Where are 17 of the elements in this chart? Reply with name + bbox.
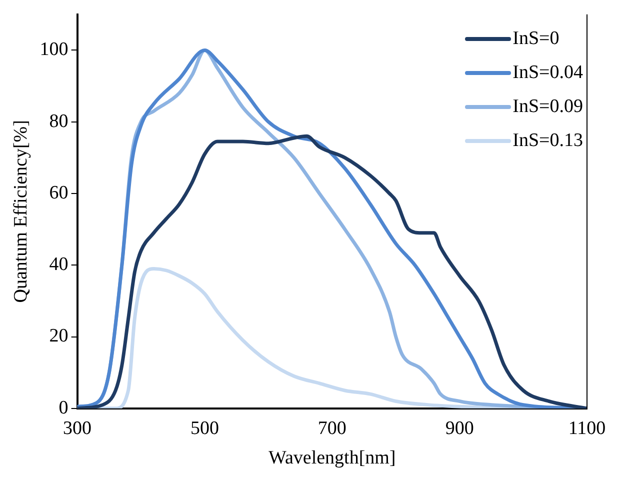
y-tick-label: 80 — [49, 110, 68, 132]
y-axis-title: Quantum Efficiency[%] — [10, 120, 32, 303]
y-tick-label: 60 — [49, 182, 68, 204]
y-tick-label: 100 — [40, 39, 68, 60]
x-tick-label: 1100 — [568, 418, 606, 439]
x-tick-label: 700 — [318, 418, 346, 439]
x-tick-label: 900 — [445, 418, 474, 439]
y-tick-label: 20 — [49, 326, 68, 347]
legend-label: InS=0 — [512, 28, 560, 50]
legend-label: InS=0.13 — [512, 130, 583, 152]
x-axis-title: Wavelength[nm] — [268, 448, 396, 469]
legend-label: InS=0.09 — [512, 96, 583, 118]
x-tick-label: 300 — [63, 418, 92, 439]
y-tick-label: 0 — [58, 397, 68, 418]
y-tick-label: 40 — [49, 254, 68, 276]
legend-label: InS=0.04 — [512, 62, 583, 84]
x-tick-label: 500 — [190, 418, 219, 439]
